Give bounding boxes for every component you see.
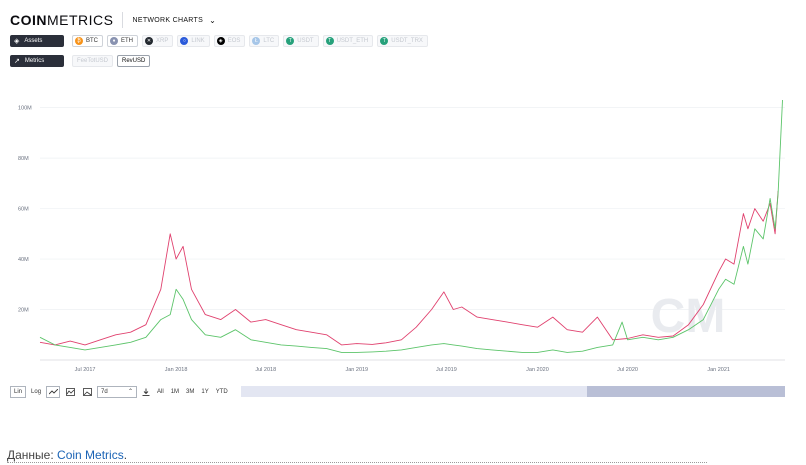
asset-chip-ltc[interactable]: Ł LTC: [249, 35, 280, 47]
chevron-down-icon: ⌄: [209, 15, 217, 25]
asset-chip-label: USDT: [297, 38, 314, 44]
assets-row: ◈ Assets ₿ BTC ♦ ETH ✕ XRP ○ LINK ◈ EOS Ł LTC T USDT T…: [10, 35, 428, 47]
trend-icon: ↗: [14, 57, 20, 65]
link-icon: ○: [180, 37, 189, 45]
chart-toolbar: Lin Log 7d ⌃ All 1M 3M 1Y YTD: [10, 385, 230, 398]
btc-icon: ₿: [75, 37, 83, 45]
range-slider-track[interactable]: [241, 386, 785, 397]
metric-chip-revusd[interactable]: RevUSD: [117, 55, 151, 67]
coinmetrics-logo[interactable]: COINMETRICS: [10, 12, 114, 28]
usdt-eth-icon: T: [325, 37, 334, 45]
x-tick-label: Jul 2017: [75, 367, 96, 373]
coinmetrics-watermark: CM: [651, 290, 726, 343]
asset-chip-label: LINK: [191, 38, 205, 44]
range-ytd-button[interactable]: YTD: [213, 385, 230, 398]
series-line-1[interactable]: [39, 99, 783, 353]
asset-chip-usdt[interactable]: T USDT: [283, 35, 319, 47]
x-tick-label: Jan 2019: [345, 367, 368, 373]
y-tick-label: 40M: [18, 257, 29, 263]
asset-chip-label: LTC: [263, 38, 275, 44]
usdt-icon: T: [286, 37, 295, 45]
cut-off-text-line: [7, 462, 707, 465]
network-charts-menu[interactable]: NETWORK CHARTS ⌄: [133, 16, 217, 25]
y-tick-label: 20M: [18, 308, 29, 314]
chart-svg[interactable]: CM 20M 40M 60M 80M 100M Jul 2017 Jan 2018 Jul …: [0, 80, 806, 380]
range-1y-button[interactable]: 1Y: [199, 385, 211, 398]
x-tick-label: Jul 2019: [436, 367, 457, 373]
header-divider: [121, 12, 123, 28]
asset-chip-eth[interactable]: ♦ ETH: [107, 35, 138, 47]
x-tick-label: Jul 2020: [617, 367, 638, 373]
usdt-trx-icon: T: [380, 37, 389, 45]
revenue-chart[interactable]: CM 20M 40M 60M 80M 100M Jul 2017 Jan 2018 Jul …: [0, 80, 806, 380]
x-tick-label: Jan 2018: [165, 367, 188, 373]
y-tick-label: 100M: [18, 106, 32, 112]
range-1m-button[interactable]: 1M: [168, 385, 182, 398]
assets-label: ◈ Assets: [10, 35, 64, 47]
moving-average-select[interactable]: 7d ⌃: [97, 385, 138, 398]
image-export-icon[interactable]: [80, 385, 95, 398]
x-tick-label: Jan 2020: [526, 367, 549, 373]
xrp-icon: ✕: [145, 37, 153, 45]
metric-chip-feetotusd[interactable]: FeeTotUSD: [72, 55, 114, 67]
y-tick-label: 60M: [18, 207, 29, 213]
asset-chip-eos[interactable]: ◈ EOS: [213, 35, 246, 47]
y-tick-label: 80M: [18, 156, 29, 162]
eos-icon: ◈: [216, 37, 225, 45]
asset-chip-btc[interactable]: ₿ BTC: [72, 35, 103, 47]
metrics-row: ↗ Metrics FeeTotUSD RevUSD: [10, 55, 151, 67]
line-chart-icon[interactable]: [46, 385, 61, 398]
asset-chip-label: BTC: [86, 38, 98, 44]
download-icon[interactable]: [140, 385, 153, 398]
network-charts-label: NETWORK CHARTS: [132, 16, 204, 24]
svg-text:CM: CM: [651, 290, 726, 343]
data-source-caption: Данные: Coin Metrics.: [7, 448, 128, 462]
coin-metrics-link[interactable]: Coin Metrics: [57, 448, 124, 462]
asset-chip-label: ETH: [121, 38, 133, 44]
series-line-0[interactable]: [39, 190, 779, 346]
range-3m-button[interactable]: 3M: [184, 385, 197, 398]
asset-chip-usdt-eth[interactable]: T USDT_ETH: [322, 35, 374, 47]
asset-chip-label: EOS: [227, 38, 241, 44]
top-header: COINMETRICS NETWORK CHARTS ⌄: [10, 10, 216, 30]
area-chart-icon[interactable]: [63, 385, 78, 398]
x-tick-label: Jan 2021: [707, 367, 730, 373]
asset-chip-usdt-trx[interactable]: T USDT_TRX: [377, 35, 428, 47]
ltc-icon: Ł: [252, 37, 261, 45]
asset-chip-xrp[interactable]: ✕ XRP: [142, 35, 174, 47]
chevron-up-icon: ⌃: [128, 389, 134, 395]
range-slider-selection[interactable]: [587, 386, 785, 397]
scale-log-button[interactable]: Log: [29, 385, 44, 398]
layers-icon: ◈: [14, 37, 20, 45]
asset-chip-label: USDT_TRX: [391, 38, 423, 44]
range-all-button[interactable]: All: [155, 385, 166, 398]
metrics-label: ↗ Metrics: [10, 55, 64, 67]
asset-chip-link[interactable]: ○ LINK: [177, 35, 210, 47]
x-tick-label: Jul 2018: [255, 367, 276, 373]
eth-icon: ♦: [110, 37, 118, 45]
asset-chip-label: XRP: [156, 38, 169, 44]
asset-chip-label: USDT_ETH: [336, 38, 369, 44]
scale-lin-button[interactable]: Lin: [10, 385, 27, 398]
